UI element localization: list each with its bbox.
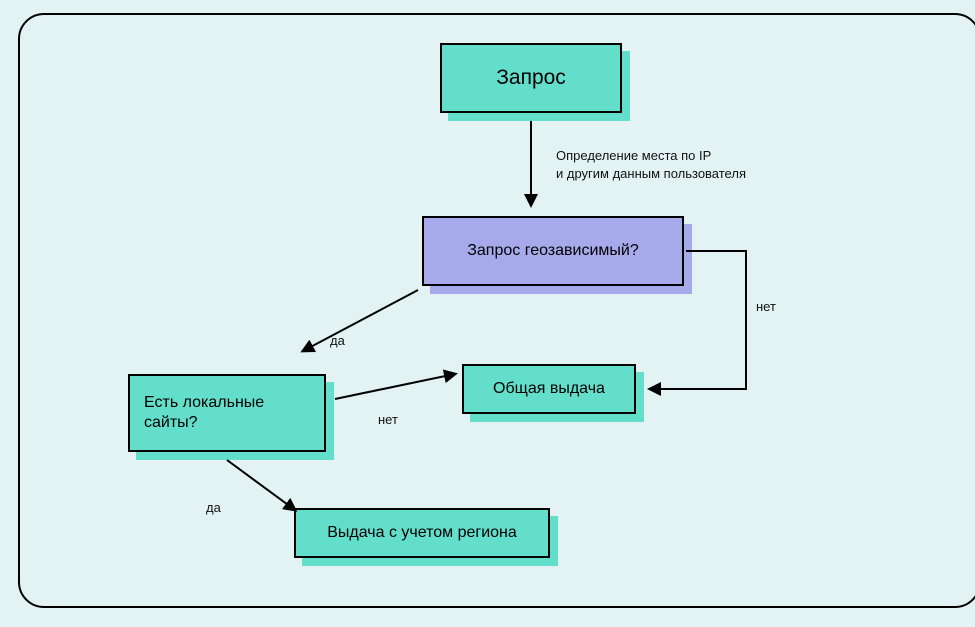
edge-label-local-yes: да bbox=[206, 500, 221, 515]
node-general-label: Общая выдача bbox=[493, 379, 605, 399]
node-local: Есть локальные сайты? bbox=[128, 374, 326, 452]
node-start-label: Запрос bbox=[496, 65, 566, 91]
node-geo-label: Запрос геозависимый? bbox=[467, 241, 639, 261]
edge-label-ip-line2: и другим данным пользователя bbox=[556, 166, 746, 181]
edge-label-ip-line1: Определение места по IP bbox=[556, 148, 711, 163]
edge-label-geo-yes: да bbox=[330, 333, 345, 348]
edge-label-local-no: нет bbox=[378, 412, 398, 427]
node-general: Общая выдача bbox=[462, 364, 636, 414]
edge-label-geo-no: нет bbox=[756, 299, 776, 314]
node-regional: Выдача с учетом региона bbox=[294, 508, 550, 558]
node-geo: Запрос геозависимый? bbox=[422, 216, 684, 286]
node-regional-label: Выдача с учетом региона bbox=[327, 523, 517, 543]
diagram-canvas: Запрос Запрос геозависимый? Есть локальн… bbox=[0, 0, 975, 627]
node-start: Запрос bbox=[440, 43, 622, 113]
node-local-label: Есть локальные сайты? bbox=[144, 393, 310, 433]
